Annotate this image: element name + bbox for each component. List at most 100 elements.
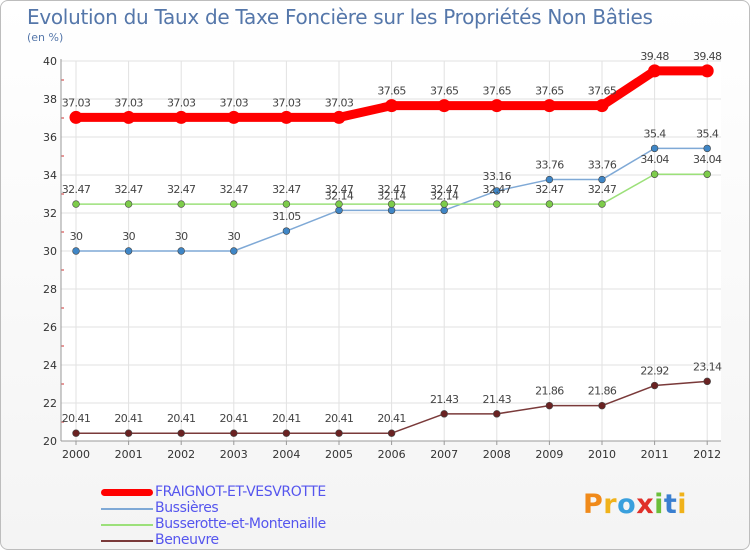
data-label: 21.43 (483, 393, 512, 406)
data-label: 37.65 (377, 85, 406, 98)
legend-swatch-beneuvre (101, 540, 153, 542)
x-tick-label: 2004 (272, 448, 300, 461)
data-point (700, 64, 714, 78)
data-label: 21.86 (535, 385, 564, 398)
data-point (595, 99, 609, 113)
data-point (387, 200, 396, 208)
data-label: 30 (227, 230, 240, 243)
logo-letter: t (663, 489, 678, 520)
data-label: 32.47 (377, 183, 406, 196)
data-label: 37.65 (588, 85, 617, 98)
data-label: 37.65 (483, 85, 512, 98)
y-tick-label: 32 (43, 207, 57, 220)
y-tick-label: 22 (43, 397, 57, 410)
data-label: 37.03 (62, 96, 91, 109)
y-tick-label: 38 (43, 93, 57, 106)
data-label: 20.41 (114, 412, 143, 425)
x-tick-label: 2001 (115, 448, 143, 461)
data-label: 39.48 (640, 50, 669, 63)
legend-label-fraignot: FRAIGNOT-ET-VESVROTTE (155, 484, 326, 500)
data-label: 34.04 (693, 153, 722, 166)
y-tick-label: 30 (43, 245, 57, 258)
data-label: 37.03 (325, 96, 354, 109)
data-point (279, 110, 293, 124)
data-point (598, 175, 606, 184)
data-label: 30 (175, 230, 188, 243)
data-point (440, 410, 448, 418)
chart-title: Evolution du Taux de Taxe Foncière sur l… (27, 5, 653, 29)
y-axis-unit-label: (en %) (27, 31, 64, 44)
legend-swatch-busserotte (101, 524, 153, 526)
data-label: 39.48 (693, 50, 722, 63)
logo-letter: o (617, 489, 637, 520)
legend-label-bussieres: Bussières (155, 500, 219, 516)
data-point (650, 170, 659, 178)
data-label: 37.03 (167, 96, 196, 109)
y-tick-label: 40 (43, 55, 57, 68)
data-point (387, 429, 396, 437)
data-point (230, 200, 238, 208)
logo-letter: i (677, 489, 688, 520)
data-label: 37.03 (272, 96, 301, 109)
data-label: 21.86 (588, 385, 617, 398)
y-tick-label: 20 (43, 435, 57, 448)
data-point (648, 64, 662, 78)
logo-letter: i (654, 489, 664, 520)
data-label: 32.47 (62, 183, 91, 196)
data-point (542, 99, 556, 113)
y-tick-label: 24 (43, 359, 57, 372)
data-label: 32.47 (167, 183, 196, 196)
data-label: 35.4 (644, 127, 667, 140)
data-label: 33.16 (483, 170, 512, 183)
data-label: 20.41 (272, 412, 301, 425)
x-tick-label: 2003 (220, 448, 248, 461)
data-label: 35.4 (696, 127, 719, 140)
legend-swatch-bussieres (101, 508, 153, 510)
data-point (335, 429, 343, 437)
data-point (72, 429, 80, 437)
data-point (282, 200, 291, 208)
logo-letter: r (603, 489, 618, 520)
x-tick-label: 2008 (483, 448, 511, 461)
legend-label-busserotte: Busserotte-et-Montenaille (155, 516, 326, 532)
data-point (335, 206, 343, 215)
data-point (703, 170, 711, 178)
data-label: 32.14 (325, 189, 354, 202)
data-point (385, 99, 399, 113)
x-tick-label: 2006 (378, 448, 406, 461)
data-label: 20.41 (377, 412, 406, 425)
data-label: 37.03 (220, 96, 249, 109)
x-tick-label: 2002 (167, 448, 195, 461)
legend-swatch-fraignot (101, 489, 153, 496)
data-point (598, 401, 606, 410)
data-point (177, 429, 185, 437)
data-label: 37.65 (535, 85, 564, 98)
y-tick-label: 28 (43, 283, 57, 296)
data-point (598, 200, 606, 208)
data-label: 31.05 (272, 210, 301, 223)
data-point (493, 200, 501, 208)
data-label: 32.47 (220, 183, 249, 196)
data-label: 32.47 (483, 183, 512, 196)
data-label: 32.14 (377, 189, 406, 202)
data-point (72, 200, 80, 208)
data-label: 30 (122, 230, 135, 243)
data-point (174, 110, 188, 124)
data-label: 33.76 (588, 159, 617, 172)
data-point (72, 247, 80, 255)
data-label: 32.47 (325, 183, 354, 196)
data-point (703, 144, 711, 153)
data-point (703, 377, 711, 386)
data-label: 32.47 (114, 183, 143, 196)
data-label: 32.47 (272, 183, 301, 196)
data-label: 32.47 (588, 183, 617, 196)
data-point (69, 110, 83, 124)
data-label: 37.65 (430, 85, 459, 98)
data-point (282, 227, 291, 235)
data-label: 21.43 (430, 393, 459, 406)
data-label: 37.03 (114, 96, 143, 109)
data-point (227, 110, 241, 124)
data-point (437, 99, 451, 113)
